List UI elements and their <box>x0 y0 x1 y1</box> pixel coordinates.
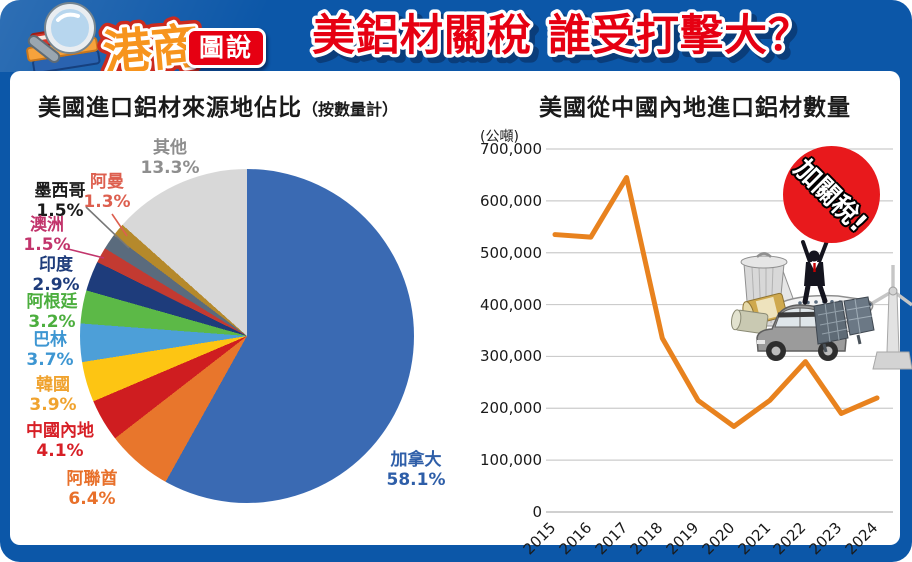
header-band: 港商 港商 港商 圖說 美鋁材關稅 誰受打擊大？ 美鋁材關稅 誰受打擊大？ <box>0 0 912 82</box>
y-tick-label: 700,000 <box>479 140 542 158</box>
y-tick-label: 500,000 <box>479 243 542 262</box>
tariff-badge: 加關稅! <box>783 146 880 243</box>
pie-label-india: 印度 2.9% <box>32 255 80 295</box>
y-tick-label: 600,000 <box>479 191 542 210</box>
line-chart-title: 美國從中國內地進口鋁材數量 <box>480 88 910 122</box>
pie-label-china: 中國內地 4.1% <box>26 421 94 461</box>
headline-text: 美鋁材關稅 誰受打擊大？ <box>312 11 812 61</box>
y-tick-label: 300,000 <box>479 347 542 366</box>
logo-magnifier-icon <box>27 2 96 64</box>
logo-sub-badge: 圖說 <box>186 28 267 68</box>
pie-label-uae: 阿聯酋 6.4% <box>66 469 118 509</box>
y-tick-label: 400,000 <box>479 295 542 314</box>
pie-label-canada: 加拿大 58.1% <box>386 450 446 490</box>
headline: 美鋁材關稅 誰受打擊大？ 美鋁材關稅 誰受打擊大？ <box>309 8 820 71</box>
pie-label-korea: 韓國 3.9% <box>29 375 77 415</box>
pie-chart-title-suffix: （按數量計） <box>302 100 399 119</box>
pie-chart <box>80 169 414 503</box>
pie-chart-title-text: 美國進口鋁材來源地佔比 <box>38 95 302 121</box>
line-chart-title-text: 美國從中國內地進口鋁材數量 <box>539 95 851 121</box>
pie-label-bahrain: 巴林 3.7% <box>26 330 74 370</box>
pie-label-australia: 澳洲 1.5% <box>23 215 71 255</box>
y-axis-unit-label: (公噸) <box>480 129 519 145</box>
pie-label-others: 其他 13.3% <box>140 138 200 178</box>
pie-label-argentina: 阿根廷 3.2% <box>26 292 78 332</box>
y-tick-label: 200,000 <box>479 399 542 418</box>
y-tick-label: 100,000 <box>479 451 542 470</box>
headline-shadow: 美鋁材關稅 誰受打擊大？ <box>317 16 817 66</box>
tariff-badge-text: 加關稅! <box>787 153 873 239</box>
pie-label-mexico: 墨西哥 1.5% <box>34 181 86 221</box>
y-tick-label: 0 <box>532 503 542 521</box>
pie-chart-title: 美國進口鋁材來源地佔比（按數量計） <box>38 88 398 122</box>
pie-label-oman: 阿曼 1.3% <box>83 172 131 212</box>
